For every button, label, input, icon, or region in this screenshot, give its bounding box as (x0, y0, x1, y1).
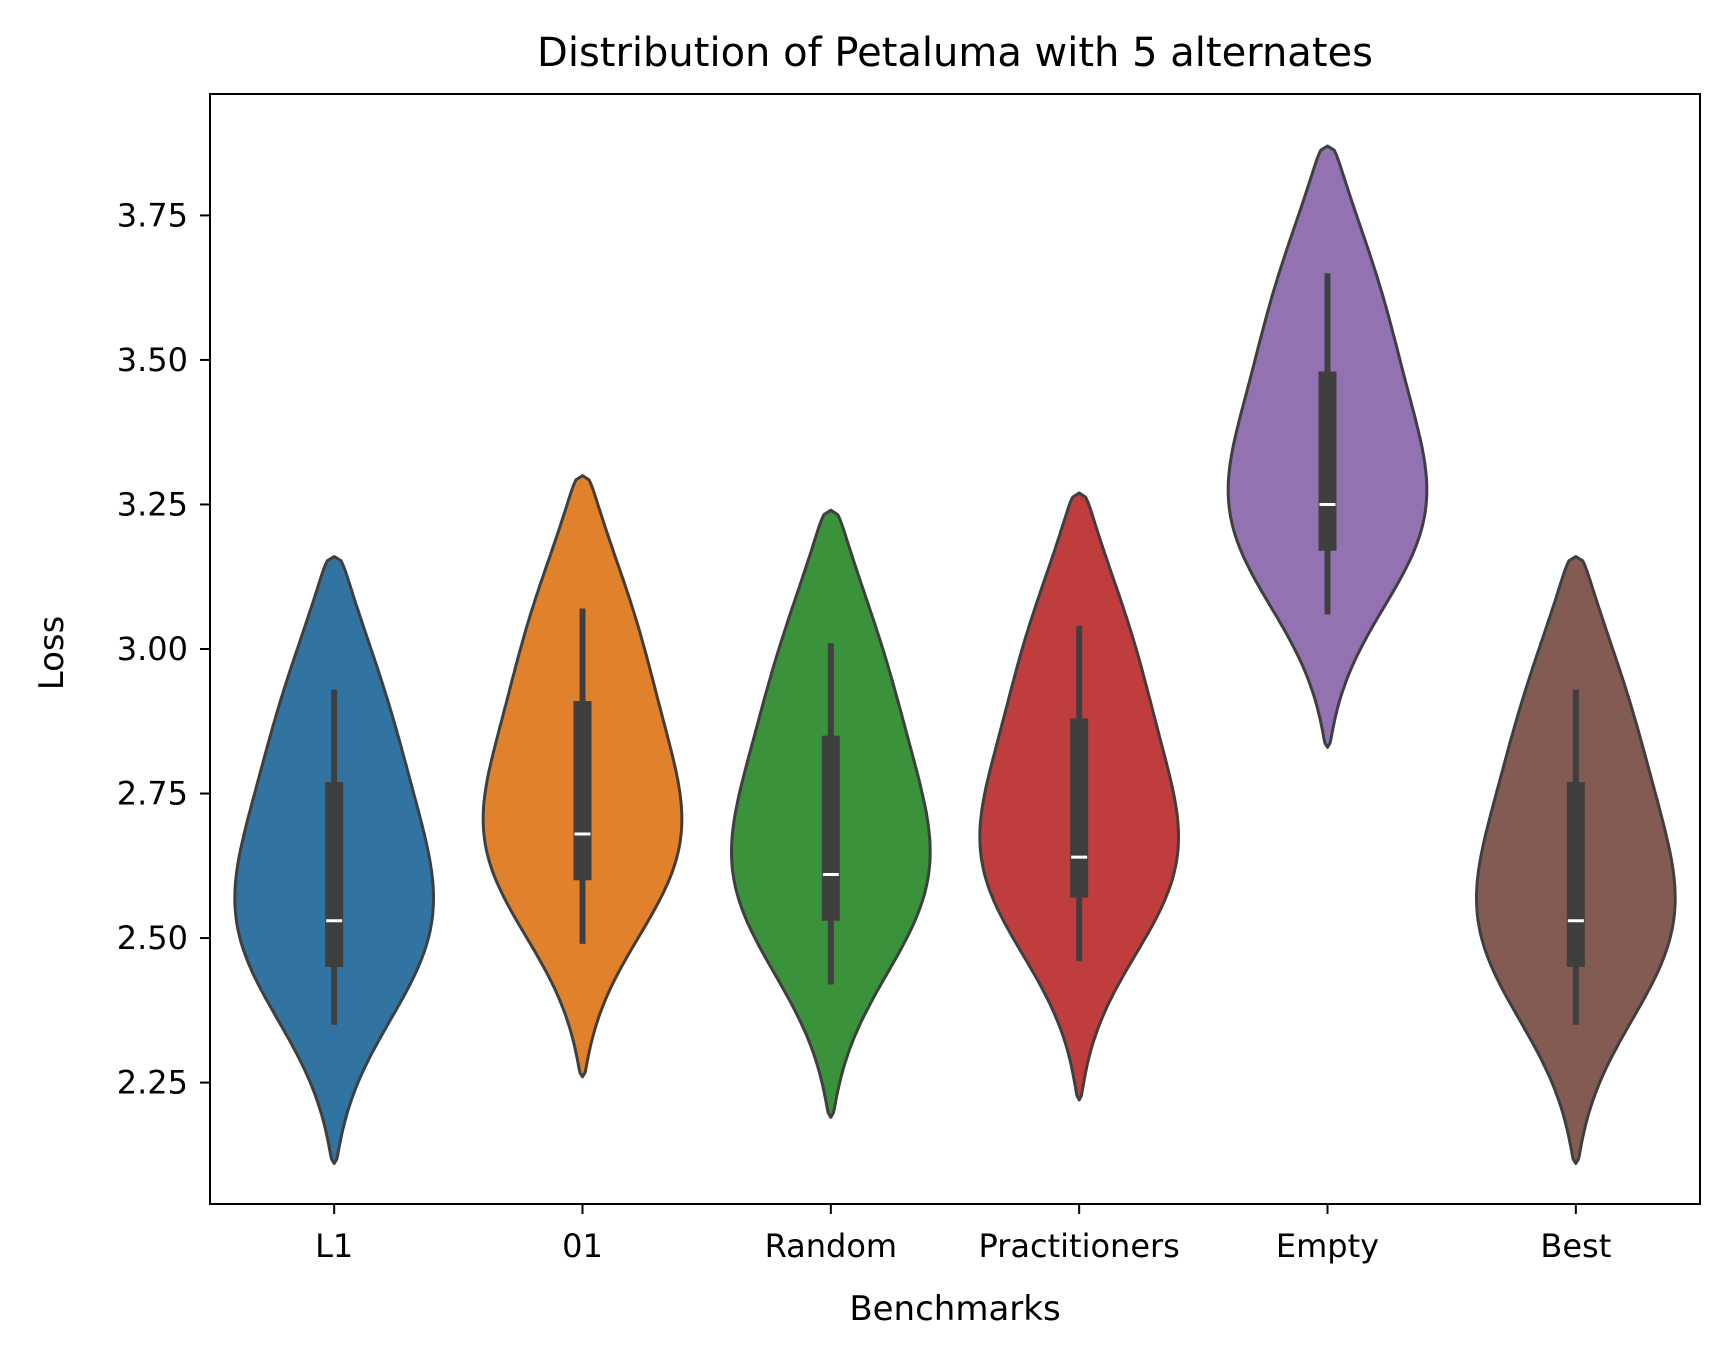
y-tick-label: 3.25 (117, 485, 188, 523)
violin-best (1475, 555, 1677, 1165)
x-tick-label: Random (765, 1227, 897, 1265)
x-axis: L1 01 Random Practitioners Empty Best (315, 1204, 1611, 1265)
violin-01 (481, 474, 684, 1079)
chart-title: Distribution of Petaluma with 5 alternat… (537, 30, 1373, 76)
y-axis-label: Loss (32, 616, 72, 691)
y-tick-label: 2.50 (117, 919, 188, 957)
y-tick-label: 3.00 (117, 630, 188, 668)
violin-iqr-box (573, 701, 592, 881)
plot-frame (209, 93, 1701, 1205)
violin-random (730, 508, 932, 1119)
x-tick-label: 01 (562, 1227, 603, 1265)
y-tick-label: 2.25 (117, 1064, 188, 1102)
violins-layer (233, 144, 1677, 1165)
x-tick-label: Best (1540, 1227, 1611, 1265)
violin-iqr-box (1070, 718, 1089, 898)
violin-iqr-box (1566, 781, 1585, 967)
x-tick-label: Empty (1276, 1227, 1379, 1265)
violin-iqr-box (325, 781, 344, 967)
y-axis: 2.25 2.50 2.75 3.00 3.25 3.50 3.75 (117, 196, 210, 1102)
violin-practitioners (978, 491, 1180, 1102)
violin-empty (1226, 144, 1429, 749)
x-axis-label: Benchmarks (849, 1289, 1060, 1329)
y-tick-label: 2.75 (117, 775, 188, 813)
x-tick-label: Practitioners (978, 1227, 1179, 1265)
violin-l1 (233, 555, 435, 1165)
y-tick-label: 3.75 (117, 196, 188, 234)
violin-iqr-box (1318, 371, 1337, 551)
violin-iqr-box (821, 735, 840, 921)
y-tick-label: 3.50 (117, 341, 188, 379)
x-tick-label: L1 (315, 1227, 353, 1265)
